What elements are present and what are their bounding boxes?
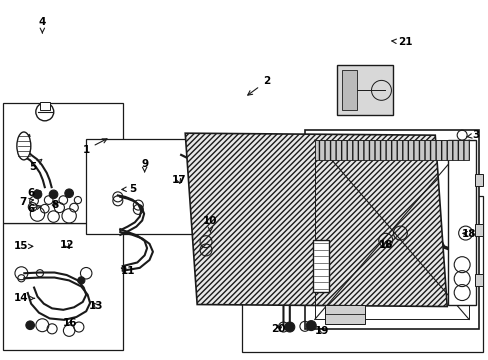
Text: 16: 16 bbox=[63, 319, 77, 328]
Text: 3: 3 bbox=[466, 130, 479, 140]
Bar bbox=[474, 174, 482, 186]
Text: 19: 19 bbox=[315, 325, 329, 336]
Bar bbox=[336, 66, 393, 115]
Polygon shape bbox=[185, 133, 447, 306]
Text: 17: 17 bbox=[171, 175, 185, 185]
Ellipse shape bbox=[17, 132, 31, 160]
Bar bbox=[3, 103, 122, 223]
Text: 21: 21 bbox=[391, 37, 412, 47]
Bar bbox=[447, 140, 475, 305]
Bar bbox=[324, 305, 364, 324]
Circle shape bbox=[33, 190, 41, 199]
Bar bbox=[474, 224, 482, 236]
Bar bbox=[474, 274, 482, 285]
Text: 5: 5 bbox=[29, 159, 41, 172]
Circle shape bbox=[49, 190, 58, 199]
Bar bbox=[341, 71, 356, 110]
Bar bbox=[313, 240, 329, 292]
Bar bbox=[314, 140, 468, 160]
Text: 18: 18 bbox=[460, 229, 475, 239]
Bar bbox=[314, 140, 468, 319]
Bar bbox=[86, 139, 244, 234]
Text: 12: 12 bbox=[60, 239, 74, 249]
Bar bbox=[3, 223, 122, 350]
Text: 11: 11 bbox=[120, 266, 135, 276]
Text: 9: 9 bbox=[141, 159, 148, 172]
Circle shape bbox=[78, 277, 85, 284]
Circle shape bbox=[305, 321, 316, 330]
Text: 8: 8 bbox=[51, 200, 58, 210]
Text: 13: 13 bbox=[88, 301, 103, 311]
Text: 4: 4 bbox=[39, 17, 46, 33]
Text: 6: 6 bbox=[27, 188, 41, 198]
Text: 20: 20 bbox=[271, 324, 285, 334]
Text: 18: 18 bbox=[378, 239, 392, 249]
Text: 2: 2 bbox=[247, 76, 269, 95]
Bar bbox=[304, 130, 478, 329]
Text: 10: 10 bbox=[203, 216, 217, 232]
Bar bbox=[40, 102, 50, 110]
Text: 6: 6 bbox=[27, 204, 41, 214]
Text: 15: 15 bbox=[14, 241, 33, 251]
Text: 14: 14 bbox=[14, 293, 34, 303]
Text: 1: 1 bbox=[82, 139, 107, 154]
Text: 7: 7 bbox=[19, 197, 34, 207]
Bar bbox=[242, 196, 482, 352]
Circle shape bbox=[26, 321, 34, 329]
Circle shape bbox=[65, 189, 73, 198]
Text: 5: 5 bbox=[122, 184, 136, 194]
Circle shape bbox=[284, 322, 294, 332]
